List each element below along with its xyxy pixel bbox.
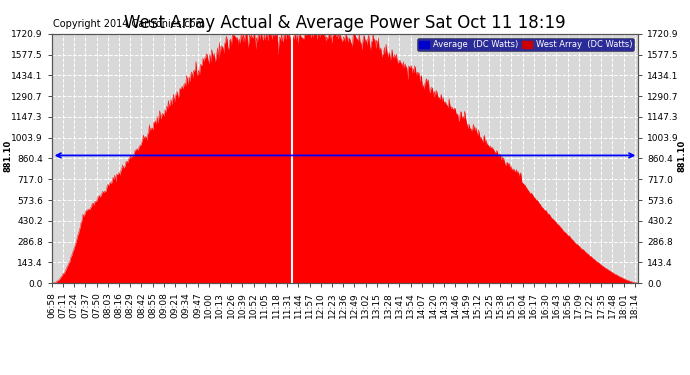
Text: 881.10: 881.10: [678, 140, 687, 172]
Text: 881.10: 881.10: [3, 140, 12, 172]
Legend: Average  (DC Watts), West Array  (DC Watts): Average (DC Watts), West Array (DC Watts…: [417, 38, 634, 51]
Title: West Array Actual & Average Power Sat Oct 11 18:19: West Array Actual & Average Power Sat Oc…: [124, 14, 566, 32]
Text: Copyright 2014 Cartronics.com: Copyright 2014 Cartronics.com: [53, 19, 205, 29]
